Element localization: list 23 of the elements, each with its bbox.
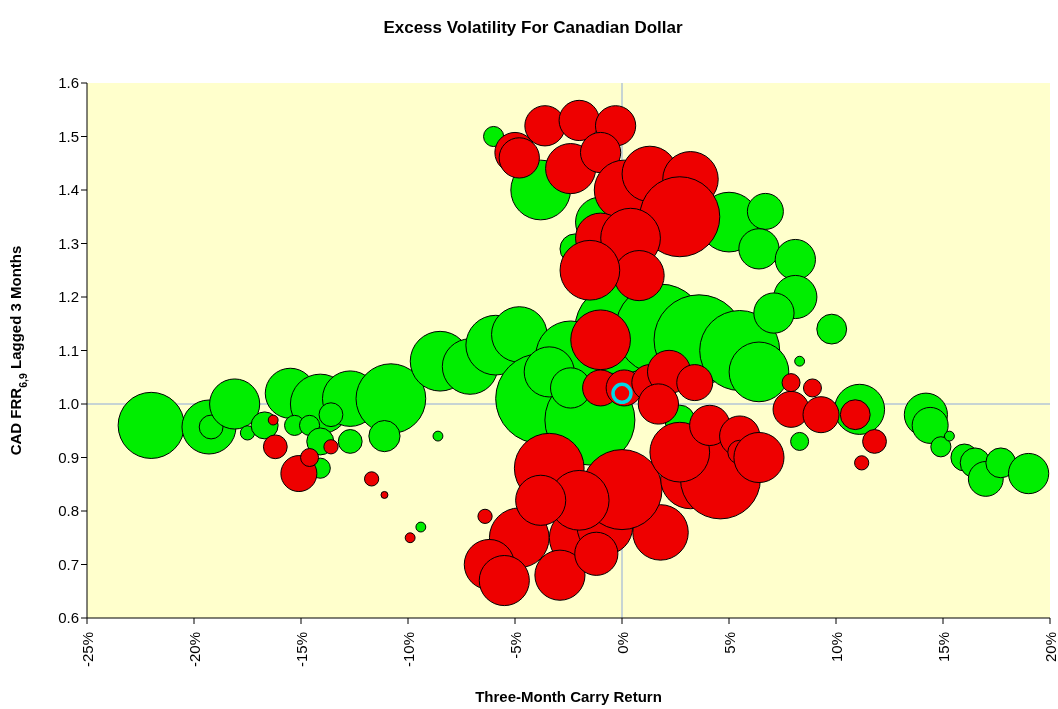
y-tick-label: 0.6 bbox=[58, 609, 79, 627]
x-tick-label: 15% bbox=[934, 632, 952, 663]
y-tick-label: 1.2 bbox=[58, 288, 79, 306]
x-tick-label: 10% bbox=[827, 632, 845, 663]
y-tick-label: 1.3 bbox=[58, 234, 79, 252]
x-tick-label: -5% bbox=[506, 632, 524, 659]
y-tick-label: 0.8 bbox=[58, 502, 79, 520]
x-tick-label: -10% bbox=[399, 632, 417, 668]
chart-title: Excess Volatility For Canadian Dollar bbox=[382, 18, 684, 38]
x-tick-label: 20% bbox=[1041, 632, 1058, 663]
y-tick-label: 1.6 bbox=[58, 74, 79, 92]
x-tick-label: 0% bbox=[613, 632, 631, 654]
x-tick-label: -15% bbox=[292, 632, 310, 668]
y-tick-label: 0.9 bbox=[58, 448, 79, 466]
y-tick-label: 0.7 bbox=[58, 555, 79, 573]
x-tick-label: 5% bbox=[720, 632, 738, 654]
x-tick-label: -20% bbox=[185, 632, 203, 668]
y-tick-label: 1.4 bbox=[58, 181, 79, 199]
y-tick-label: 1.1 bbox=[58, 341, 79, 359]
x-axis-title: Three-Month Carry Return bbox=[475, 688, 662, 705]
x-tick-label: -25% bbox=[78, 632, 96, 668]
y-tick-label: 1.5 bbox=[58, 127, 79, 145]
y-tick-label: 1.0 bbox=[58, 395, 79, 413]
